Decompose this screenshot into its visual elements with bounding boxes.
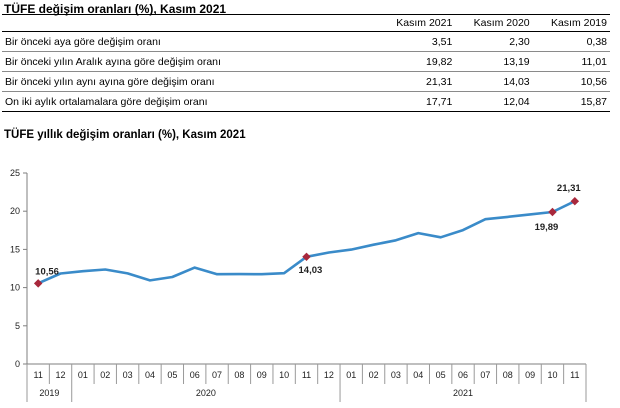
header-kasim-2019: Kasım 2019: [532, 14, 610, 32]
row-label: Bir önceki yılın Aralık ayına göre değiş…: [2, 51, 378, 72]
cell-value: 11,01: [532, 51, 610, 72]
x-tick-label: 10: [279, 370, 289, 380]
y-tick-label: 25: [10, 168, 20, 178]
y-tick-label: 15: [10, 244, 20, 254]
cell-value: 21,31: [378, 71, 456, 92]
x-group-label: 2021: [453, 388, 473, 398]
x-tick-label: 12: [56, 370, 66, 380]
x-tick-label: 11: [570, 370, 579, 380]
x-tick-label: 02: [369, 370, 379, 380]
cell-value: 3,51: [378, 31, 456, 52]
x-tick-label: 05: [436, 370, 446, 380]
x-group-label: 2019: [39, 388, 59, 398]
table-row: On iki aylık ortalamalara göre değişim o…: [2, 91, 610, 112]
data-label: 21,31: [557, 183, 581, 194]
cell-value: 0,38: [532, 31, 610, 52]
cell-value: 19,82: [378, 51, 456, 72]
x-group-label: 2020: [196, 388, 216, 398]
y-tick-label: 20: [10, 206, 20, 216]
data-point-marker: [33, 279, 43, 288]
cell-value: 2,30: [455, 31, 533, 52]
header-kasim-2021: Kasım 2021: [378, 14, 456, 32]
x-tick-label: 04: [413, 370, 423, 380]
table-title: TÜFE değişim oranları (%), Kasım 2021: [4, 2, 227, 16]
row-label: On iki aylık ortalamalara göre değişim o…: [2, 91, 378, 112]
x-tick-label: 01: [346, 370, 356, 380]
table-row: Bir önceki yılın Aralık ayına göre değiş…: [2, 51, 610, 72]
y-tick-label: 10: [10, 283, 20, 293]
x-tick-label: 02: [100, 370, 110, 380]
x-tick-label: 11: [302, 370, 311, 380]
x-tick-label: 03: [391, 370, 401, 380]
y-tick-label: 0: [15, 359, 20, 369]
cell-value: 10,56: [532, 71, 610, 92]
change-rates-table: Kasım 2021 Kasım 2020 Kasım 2019 Bir önc…: [2, 14, 610, 112]
x-tick-label: 08: [234, 370, 244, 380]
data-label: 10,56: [35, 266, 59, 277]
data-point-marker: [548, 207, 557, 217]
chart-title: TÜFE yıllık değişim oranları (%), Kasım …: [4, 129, 246, 141]
table-row: Bir önceki aya göre değişim oranı 3,51 2…: [2, 31, 610, 52]
cell-value: 12,04: [455, 91, 533, 112]
header-label-column: [2, 14, 378, 32]
cell-value: 13,19: [455, 51, 533, 72]
cell-value: 15,87: [532, 91, 610, 112]
x-tick-label: 07: [480, 370, 490, 380]
x-tick-label: 04: [145, 370, 155, 380]
x-tick-label: 11: [34, 370, 43, 380]
x-tick-label: 09: [525, 370, 535, 380]
cell-value: 14,03: [455, 71, 533, 92]
x-tick-label: 10: [547, 370, 557, 380]
cell-value: 17,71: [378, 91, 456, 112]
x-tick-label: 12: [324, 370, 334, 380]
x-tick-label: 09: [257, 370, 267, 380]
data-label: 19,89: [535, 222, 559, 233]
data-point-marker: [570, 196, 580, 206]
row-label: Bir önceki aya göre değişim oranı: [2, 31, 378, 52]
x-tick-label: 03: [123, 370, 133, 380]
table-header-row: Kasım 2021 Kasım 2020 Kasım 2019: [2, 14, 610, 32]
row-label: Bir önceki yılın aynı ayına göre değişim…: [2, 71, 378, 92]
x-tick-label: 08: [503, 370, 513, 380]
data-label: 14,03: [299, 265, 323, 276]
x-tick-label: 06: [190, 370, 200, 380]
y-tick-label: 5: [15, 321, 20, 331]
x-tick-label: 05: [167, 370, 177, 380]
table-row: Bir önceki yılın aynı ayına göre değişim…: [2, 71, 610, 92]
header-kasim-2020: Kasım 2020: [455, 14, 533, 32]
x-tick-label: 07: [212, 370, 222, 380]
x-tick-label: 01: [78, 370, 88, 380]
x-tick-label: 06: [458, 370, 468, 380]
